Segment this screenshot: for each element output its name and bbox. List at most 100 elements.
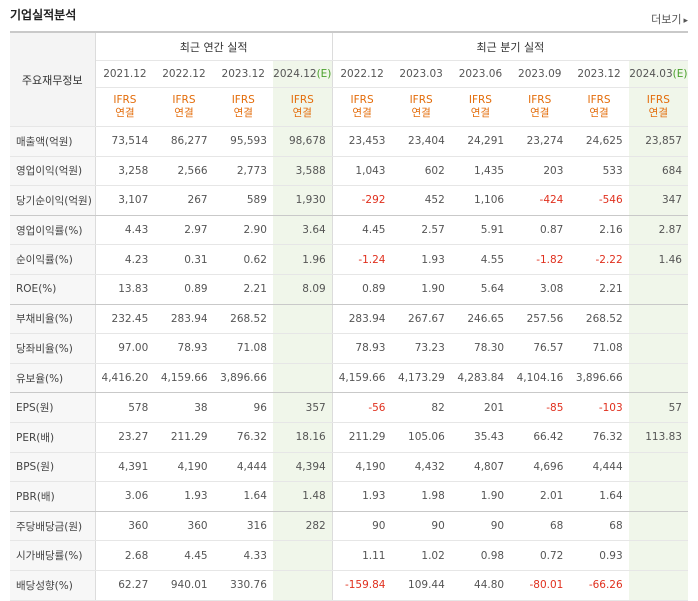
period-header: 2024.12(E) bbox=[272, 60, 333, 88]
row-label: PBR(배) bbox=[10, 481, 96, 512]
table-cell: 2.68 bbox=[95, 540, 155, 571]
table-cell: 602 bbox=[391, 156, 451, 187]
table-cell: 232.45 bbox=[95, 304, 155, 335]
table-cell: 3,258 bbox=[95, 156, 155, 187]
row-label: 배당성향(%) bbox=[10, 570, 96, 601]
period-header: 2024.03(E) bbox=[628, 60, 688, 88]
table-cell: 589 bbox=[213, 185, 273, 216]
period-header: 2021.12 bbox=[95, 60, 155, 88]
table-cell: 4.33 bbox=[213, 540, 273, 571]
table-cell: 86,277 bbox=[154, 126, 214, 157]
table-cell: 23,274 bbox=[510, 126, 570, 157]
table-cell: 105.06 bbox=[391, 422, 451, 453]
table-cell: 8.09 bbox=[272, 274, 333, 305]
table-cell: 23,404 bbox=[391, 126, 451, 157]
table-cell: 268.52 bbox=[213, 304, 273, 335]
period-label: 2021.12 bbox=[103, 68, 147, 80]
table-cell: 97.00 bbox=[95, 333, 155, 364]
table-cell: 95,593 bbox=[213, 126, 273, 157]
table-cell bbox=[272, 333, 333, 364]
basis-header: IFRS 연결 bbox=[391, 87, 451, 127]
table-cell: 4,173.29 bbox=[391, 363, 451, 394]
row-label: 순이익률(%) bbox=[10, 244, 96, 275]
table-cell bbox=[272, 540, 333, 571]
table-cell: 1.96 bbox=[272, 244, 333, 275]
period-label: 2024.12 bbox=[273, 68, 317, 80]
table-cell: 4,416.20 bbox=[95, 363, 155, 394]
table-cell: 283.94 bbox=[154, 304, 214, 335]
basis-standard: IFRS bbox=[468, 94, 492, 106]
table-cell: 4,283.84 bbox=[450, 363, 511, 394]
table-cell: 684 bbox=[628, 156, 688, 187]
row-label: 유보율(%) bbox=[10, 363, 96, 394]
basis-header: IFRS 연결 bbox=[272, 87, 333, 127]
table-cell: 4,807 bbox=[450, 452, 511, 483]
table-row: 배당성향(%) 62.27 940.01 330.76 -159.84 109.44 44.… bbox=[10, 570, 688, 601]
table-row: ROE(%) 13.83 0.89 2.21 8.09 0.89 1.90 5.64 3.08 2… bbox=[10, 274, 688, 305]
table-cell bbox=[628, 333, 688, 364]
label-column-header: 주요재무정보 bbox=[10, 32, 96, 127]
table-cell: 2.90 bbox=[213, 215, 273, 246]
table-cell: 0.89 bbox=[154, 274, 214, 305]
table-cell: 3,107 bbox=[95, 185, 155, 216]
basis-header: IFRS 연결 bbox=[213, 87, 273, 127]
table-row: 순이익률(%) 4.23 0.31 0.62 1.96 -1.24 1.93 4.55 -1.8… bbox=[10, 244, 688, 275]
basis-scope: 연결 bbox=[115, 107, 135, 119]
table-cell bbox=[628, 363, 688, 394]
table-cell bbox=[628, 452, 688, 483]
basis-standard: IFRS bbox=[528, 94, 552, 106]
table-cell: 347 bbox=[628, 185, 688, 216]
table-cell: 73,514 bbox=[95, 126, 155, 157]
table-cell: -80.01 bbox=[510, 570, 570, 601]
table-cell bbox=[272, 304, 333, 335]
table-cell: 267.67 bbox=[391, 304, 451, 335]
basis-header: IFRS 연결 bbox=[628, 87, 688, 127]
table-cell: 2.97 bbox=[154, 215, 214, 246]
period-label: 2023.12 bbox=[221, 68, 265, 80]
table-cell: 96 bbox=[213, 392, 273, 423]
table-cell: 1.90 bbox=[391, 274, 451, 305]
table-cell: 1.64 bbox=[569, 481, 629, 512]
table-cell: 3.64 bbox=[272, 215, 333, 246]
basis-scope: 연결 bbox=[411, 107, 431, 119]
period-header: 2023.06 bbox=[450, 60, 511, 88]
table-cell: -103 bbox=[569, 392, 629, 423]
table-cell: 82 bbox=[391, 392, 451, 423]
more-link[interactable]: 더보기 ▸ bbox=[651, 11, 688, 27]
annual-group-header: 최근 연간 실적 bbox=[95, 32, 333, 61]
basis-standard: IFRS bbox=[290, 94, 314, 106]
table-row: 당좌비율(%) 97.00 78.93 71.08 78.93 73.23 78.30 76.… bbox=[10, 333, 688, 364]
table-cell: 452 bbox=[391, 185, 451, 216]
table-cell: 1.48 bbox=[272, 481, 333, 512]
row-label: EPS(원) bbox=[10, 392, 96, 423]
table-cell: 44.80 bbox=[450, 570, 511, 601]
table-row: 부채비율(%) 232.45 283.94 268.52 283.94 267.67 246… bbox=[10, 304, 688, 335]
period-header: 2023.03 bbox=[391, 60, 451, 88]
table-row: 영업이익률(%) 4.43 2.97 2.90 3.64 4.45 2.57 5.91 0.87… bbox=[10, 215, 688, 246]
row-label: 당좌비율(%) bbox=[10, 333, 96, 364]
basis-scope: 연결 bbox=[233, 107, 253, 119]
table-cell: 201 bbox=[450, 392, 511, 423]
table-cell: 1.11 bbox=[331, 540, 392, 571]
table-row: 유보율(%) 4,416.20 4,159.66 3,896.66 4,159.66 4,… bbox=[10, 363, 688, 394]
basis-standard: IFRS bbox=[172, 94, 196, 106]
basis-scope: 연결 bbox=[648, 107, 668, 119]
table-cell: -159.84 bbox=[331, 570, 392, 601]
table-cell: 71.08 bbox=[569, 333, 629, 364]
table-cell: 211.29 bbox=[154, 422, 214, 453]
table-cell: 3,896.66 bbox=[213, 363, 273, 394]
table-cell: 4.23 bbox=[95, 244, 155, 275]
table-cell: 18.16 bbox=[272, 422, 333, 453]
basis-standard: IFRS bbox=[409, 94, 433, 106]
table-row: 시가배당률(%) 2.68 4.45 4.33 1.11 1.02 0.98 0.72 0.93 bbox=[10, 540, 688, 571]
chevron-right-icon: ▸ bbox=[683, 16, 688, 26]
table-cell: -1.82 bbox=[510, 244, 570, 275]
table-cell: 5.91 bbox=[450, 215, 511, 246]
period-label: 2023.06 bbox=[458, 68, 503, 80]
table-cell: -424 bbox=[510, 185, 570, 216]
table-cell: 0.72 bbox=[510, 540, 570, 571]
table-cell: 0.93 bbox=[569, 540, 629, 571]
table-cell: 360 bbox=[95, 511, 155, 542]
table-cell: 0.87 bbox=[510, 215, 570, 246]
table-cell: 4,432 bbox=[391, 452, 451, 483]
